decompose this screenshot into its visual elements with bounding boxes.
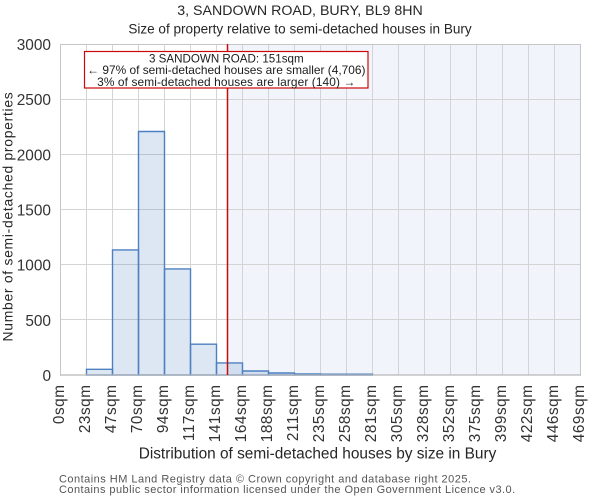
svg-text:Contains public sector informa: Contains public sector information licen… xyxy=(59,484,516,496)
svg-text:258sqm: 258sqm xyxy=(337,385,354,443)
svg-text:94sqm: 94sqm xyxy=(155,385,172,434)
svg-text:305sqm: 305sqm xyxy=(389,385,406,443)
svg-text:3% of semi-detached houses are: 3% of semi-detached houses are larger (1… xyxy=(97,75,355,89)
svg-text:164sqm: 164sqm xyxy=(233,385,250,443)
svg-text:352sqm: 352sqm xyxy=(441,385,458,443)
svg-text:Contains HM Land Registry data: Contains HM Land Registry data © Crown c… xyxy=(59,473,471,485)
svg-text:47sqm: 47sqm xyxy=(103,385,120,434)
svg-text:188sqm: 188sqm xyxy=(259,385,276,443)
svg-text:2000: 2000 xyxy=(17,147,51,164)
svg-text:500: 500 xyxy=(25,313,51,330)
svg-text:Size of property relative to s: Size of property relative to semi-detach… xyxy=(128,22,472,37)
svg-text:70sqm: 70sqm xyxy=(129,385,146,434)
svg-text:1000: 1000 xyxy=(17,258,51,275)
svg-text:0: 0 xyxy=(42,368,51,385)
svg-text:235sqm: 235sqm xyxy=(311,385,328,443)
svg-text:Distribution of semi-detached: Distribution of semi-detached houses by … xyxy=(139,446,497,463)
svg-text:3, SANDOWN ROAD, BURY, BL9 8HN: 3, SANDOWN ROAD, BURY, BL9 8HN xyxy=(177,3,422,19)
svg-text:422sqm: 422sqm xyxy=(519,385,536,443)
svg-text:23sqm: 23sqm xyxy=(77,385,94,434)
svg-text:0sqm: 0sqm xyxy=(51,385,68,425)
svg-text:1500: 1500 xyxy=(17,203,51,220)
svg-text:375sqm: 375sqm xyxy=(467,385,484,443)
svg-text:141sqm: 141sqm xyxy=(207,385,224,443)
svg-text:281sqm: 281sqm xyxy=(363,385,380,443)
svg-text:Number of semi-detached proper: Number of semi-detached properties xyxy=(0,92,16,342)
svg-text:469sqm: 469sqm xyxy=(571,385,588,443)
svg-text:211sqm: 211sqm xyxy=(285,385,302,442)
svg-text:399sqm: 399sqm xyxy=(493,385,510,443)
svg-text:← 97% of semi-detached houses: ← 97% of semi-detached houses are smalle… xyxy=(87,63,365,77)
svg-text:117sqm: 117sqm xyxy=(181,385,198,442)
svg-text:2500: 2500 xyxy=(17,92,51,109)
svg-text:328sqm: 328sqm xyxy=(415,385,432,443)
svg-text:446sqm: 446sqm xyxy=(545,385,562,443)
svg-text:3000: 3000 xyxy=(17,37,51,54)
svg-text:3 SANDOWN ROAD: 151sqm: 3 SANDOWN ROAD: 151sqm xyxy=(149,52,304,65)
